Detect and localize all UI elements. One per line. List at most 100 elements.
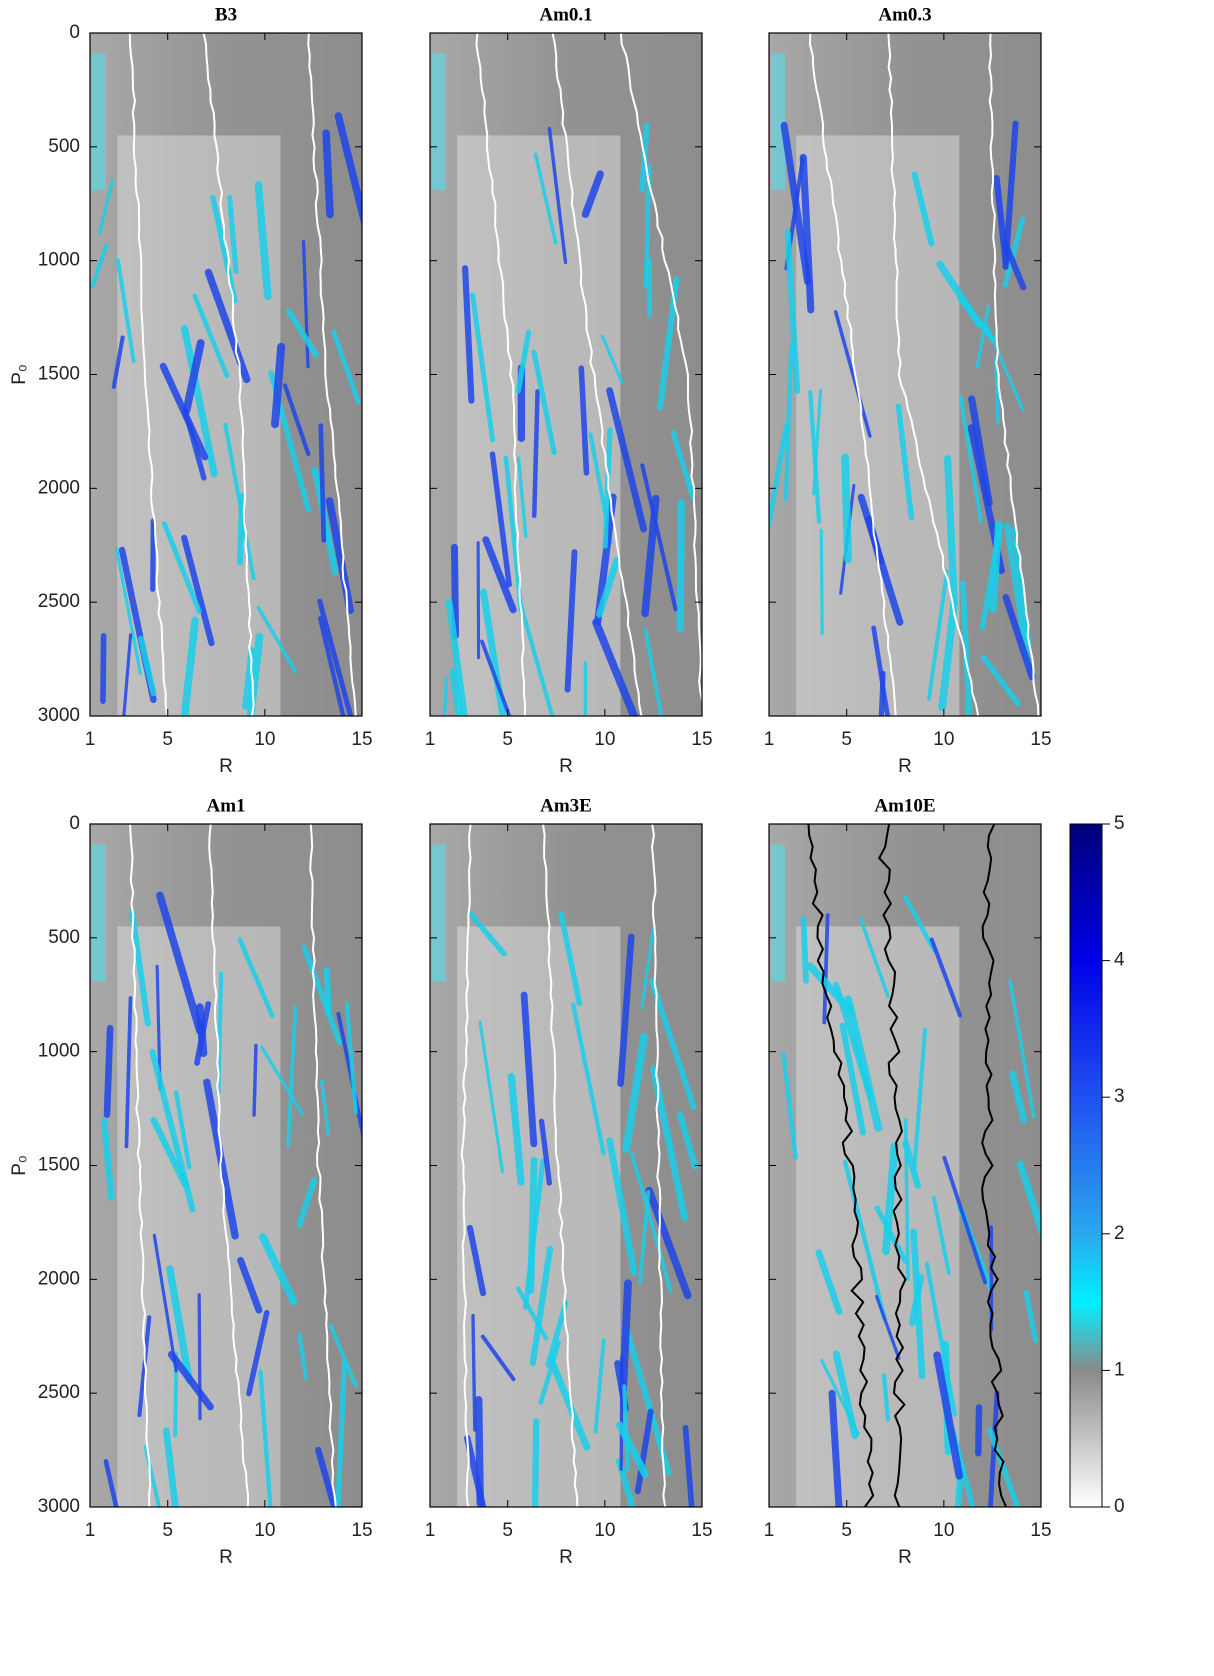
x-tick-label: 10 — [254, 1520, 275, 1541]
heatmap-streak — [334, 112, 362, 228]
x-tick-label: 1 — [85, 729, 96, 750]
heatmap-streak — [1009, 1070, 1028, 1124]
heatmap-streak — [676, 498, 685, 632]
heatmap-streak — [531, 349, 557, 456]
heatmap-streak — [634, 1408, 654, 1495]
heatmap-edge — [771, 844, 785, 982]
x-tick-label: 5 — [502, 729, 513, 750]
heatmap-streak — [507, 1072, 525, 1186]
heatmap-streak — [204, 268, 251, 384]
heatmap-streak — [975, 1404, 983, 1457]
heatmap-streak — [606, 387, 648, 533]
contour-line — [307, 33, 357, 716]
heatmap-streak — [924, 1261, 957, 1417]
heatmap-streak — [237, 492, 245, 566]
x-tick-label: 10 — [933, 1520, 954, 1541]
heatmap-streak — [318, 423, 327, 543]
heatmap-streak — [478, 1020, 504, 1174]
heatmap-streak — [256, 605, 298, 674]
heatmap-streak — [317, 598, 354, 716]
heatmap-streak — [124, 996, 133, 1149]
y-axis-label: P₀ — [9, 1155, 30, 1176]
heatmap-streak — [670, 430, 696, 500]
x-tick-label: 1 — [425, 1520, 436, 1541]
heatmap-streak — [578, 365, 590, 476]
heatmap-streak — [619, 1279, 632, 1396]
heatmap-edge — [92, 53, 106, 191]
colorbar-tick-label: 5 — [1114, 813, 1125, 834]
heatmap-streak — [547, 127, 568, 265]
heatmap-streak — [617, 933, 635, 1087]
heatmap-streak — [115, 258, 136, 364]
x-axis-label: R — [219, 1547, 233, 1568]
heatmap-streak — [839, 1022, 866, 1136]
heatmap-streak — [515, 1286, 549, 1341]
heatmap-streak — [564, 549, 578, 693]
heatmap-streak — [520, 991, 538, 1148]
contour-line — [460, 824, 472, 1507]
heatmap — [430, 824, 702, 1507]
heatmap-streak — [908, 1274, 925, 1327]
heatmap-streak — [529, 1245, 554, 1367]
contour-line — [650, 824, 667, 1507]
x-tick-label: 10 — [933, 729, 954, 750]
heatmap-streak — [606, 1137, 638, 1276]
heatmap-streak — [643, 628, 664, 716]
heatmap-streak — [538, 1340, 561, 1405]
heatmap-streak — [882, 1142, 899, 1256]
heatmap-streak — [841, 453, 852, 564]
heatmap-streak — [466, 1224, 487, 1297]
heatmap-streak — [1008, 978, 1036, 1119]
panel-title: Am10E — [874, 795, 935, 816]
heatmap-streak — [319, 1079, 331, 1137]
contour-line — [309, 824, 337, 1507]
x-axis-label: R — [219, 756, 233, 777]
heatmap-streak — [875, 1294, 901, 1360]
heatmap-streak — [903, 1117, 910, 1281]
heatmap-streak — [903, 895, 937, 953]
heatmap-streak — [781, 1051, 798, 1160]
heatmap-streak — [929, 937, 962, 1018]
heatmap-streak — [596, 556, 621, 618]
heatmap-streak — [527, 1156, 538, 1295]
heatmap-streak — [638, 1190, 651, 1285]
heatmap-streak — [975, 304, 990, 369]
heatmap-streak — [806, 962, 855, 1015]
heatmap-streak — [819, 528, 824, 636]
heatmap — [430, 33, 702, 716]
heatmap — [90, 824, 362, 1507]
contour-line — [128, 33, 169, 716]
y-tick-label: 1000 — [38, 1041, 80, 1062]
x-tick-label: 15 — [1030, 729, 1051, 750]
heatmap-streak — [100, 1118, 115, 1201]
heatmap-streak — [254, 181, 272, 301]
heatmap-streak — [286, 308, 319, 358]
heatmap-streak — [122, 633, 133, 716]
y-tick-label: 3000 — [38, 705, 80, 726]
heatmap-streak — [682, 1424, 695, 1507]
heatmap-streak — [531, 1418, 540, 1507]
colorbar-tick-label: 4 — [1114, 950, 1125, 971]
heatmap-streak — [630, 1151, 673, 1294]
heatmap-streak — [783, 342, 794, 502]
heatmap-streak — [482, 536, 517, 614]
heatmap-streak — [474, 1396, 484, 1507]
heatmap-streak — [842, 1159, 887, 1322]
heatmap-streak — [194, 1001, 212, 1066]
heatmap-streak — [449, 668, 464, 716]
heatmap-streak — [874, 1205, 909, 1264]
heatmap-streak — [641, 494, 660, 618]
heatmap-streak — [467, 910, 507, 957]
colorbar-tick-label: 0 — [1114, 1496, 1125, 1517]
heatmap-streak — [858, 917, 890, 999]
heatmap-streak — [180, 324, 218, 478]
y-tick-label: 1500 — [38, 364, 80, 385]
heatmap-edge — [432, 53, 446, 191]
heatmap-streak — [1002, 594, 1036, 681]
heatmap-streak — [114, 546, 143, 676]
heatmap-streak — [516, 596, 555, 716]
heatmap-streak — [676, 1111, 699, 1170]
x-tick-label: 5 — [502, 1520, 513, 1541]
heatmap-streak — [445, 598, 468, 716]
